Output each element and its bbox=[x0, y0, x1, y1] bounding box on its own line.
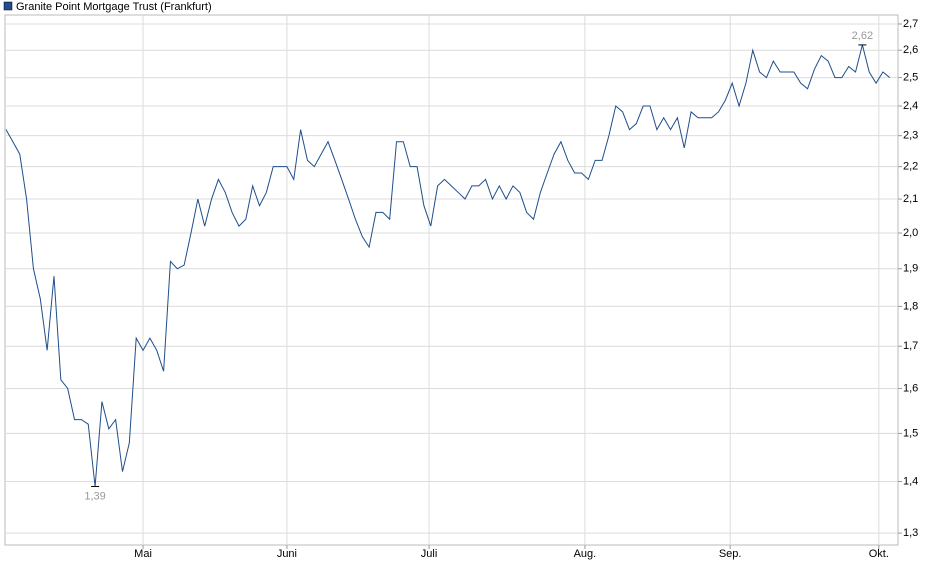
y-tick-label: 1,3 bbox=[903, 527, 918, 539]
price-line bbox=[5, 44, 891, 487]
y-tick-label: 2,7 bbox=[903, 18, 918, 30]
plot-frame bbox=[4, 14, 899, 546]
extreme-label: 2,62 bbox=[852, 30, 873, 42]
y-tick-label: 2,1 bbox=[903, 193, 918, 205]
y-tick-label: 2,0 bbox=[903, 227, 918, 239]
x-tick-label: Okt. bbox=[869, 548, 889, 560]
y-tick-label: 2,5 bbox=[903, 71, 918, 83]
y-tick-label: 1,6 bbox=[903, 382, 918, 394]
x-tick-label: Juli bbox=[421, 548, 438, 560]
y-tick-label: 1,5 bbox=[903, 427, 918, 439]
x-tick-label: Sep. bbox=[719, 548, 742, 560]
y-tick-label: 1,7 bbox=[903, 340, 918, 352]
y-tick-label: 2,2 bbox=[903, 161, 918, 173]
y-tick-label: 2,3 bbox=[903, 130, 918, 142]
extreme-label: 1,39 bbox=[84, 490, 105, 502]
legend-swatch bbox=[3, 1, 13, 11]
y-tick-label: 2,6 bbox=[903, 44, 918, 56]
legend-label: Granite Point Mortgage Trust (Frankfurt) bbox=[16, 1, 212, 13]
x-tick-label: Juni bbox=[277, 548, 297, 560]
y-tick-label: 1,9 bbox=[903, 263, 918, 275]
y-tick-label: 1,4 bbox=[903, 475, 918, 487]
x-tick-label: Mai bbox=[134, 548, 152, 560]
x-tick-label: Aug. bbox=[574, 548, 597, 560]
y-tick-label: 2,4 bbox=[903, 100, 918, 112]
y-tick-label: 1,8 bbox=[903, 300, 918, 312]
